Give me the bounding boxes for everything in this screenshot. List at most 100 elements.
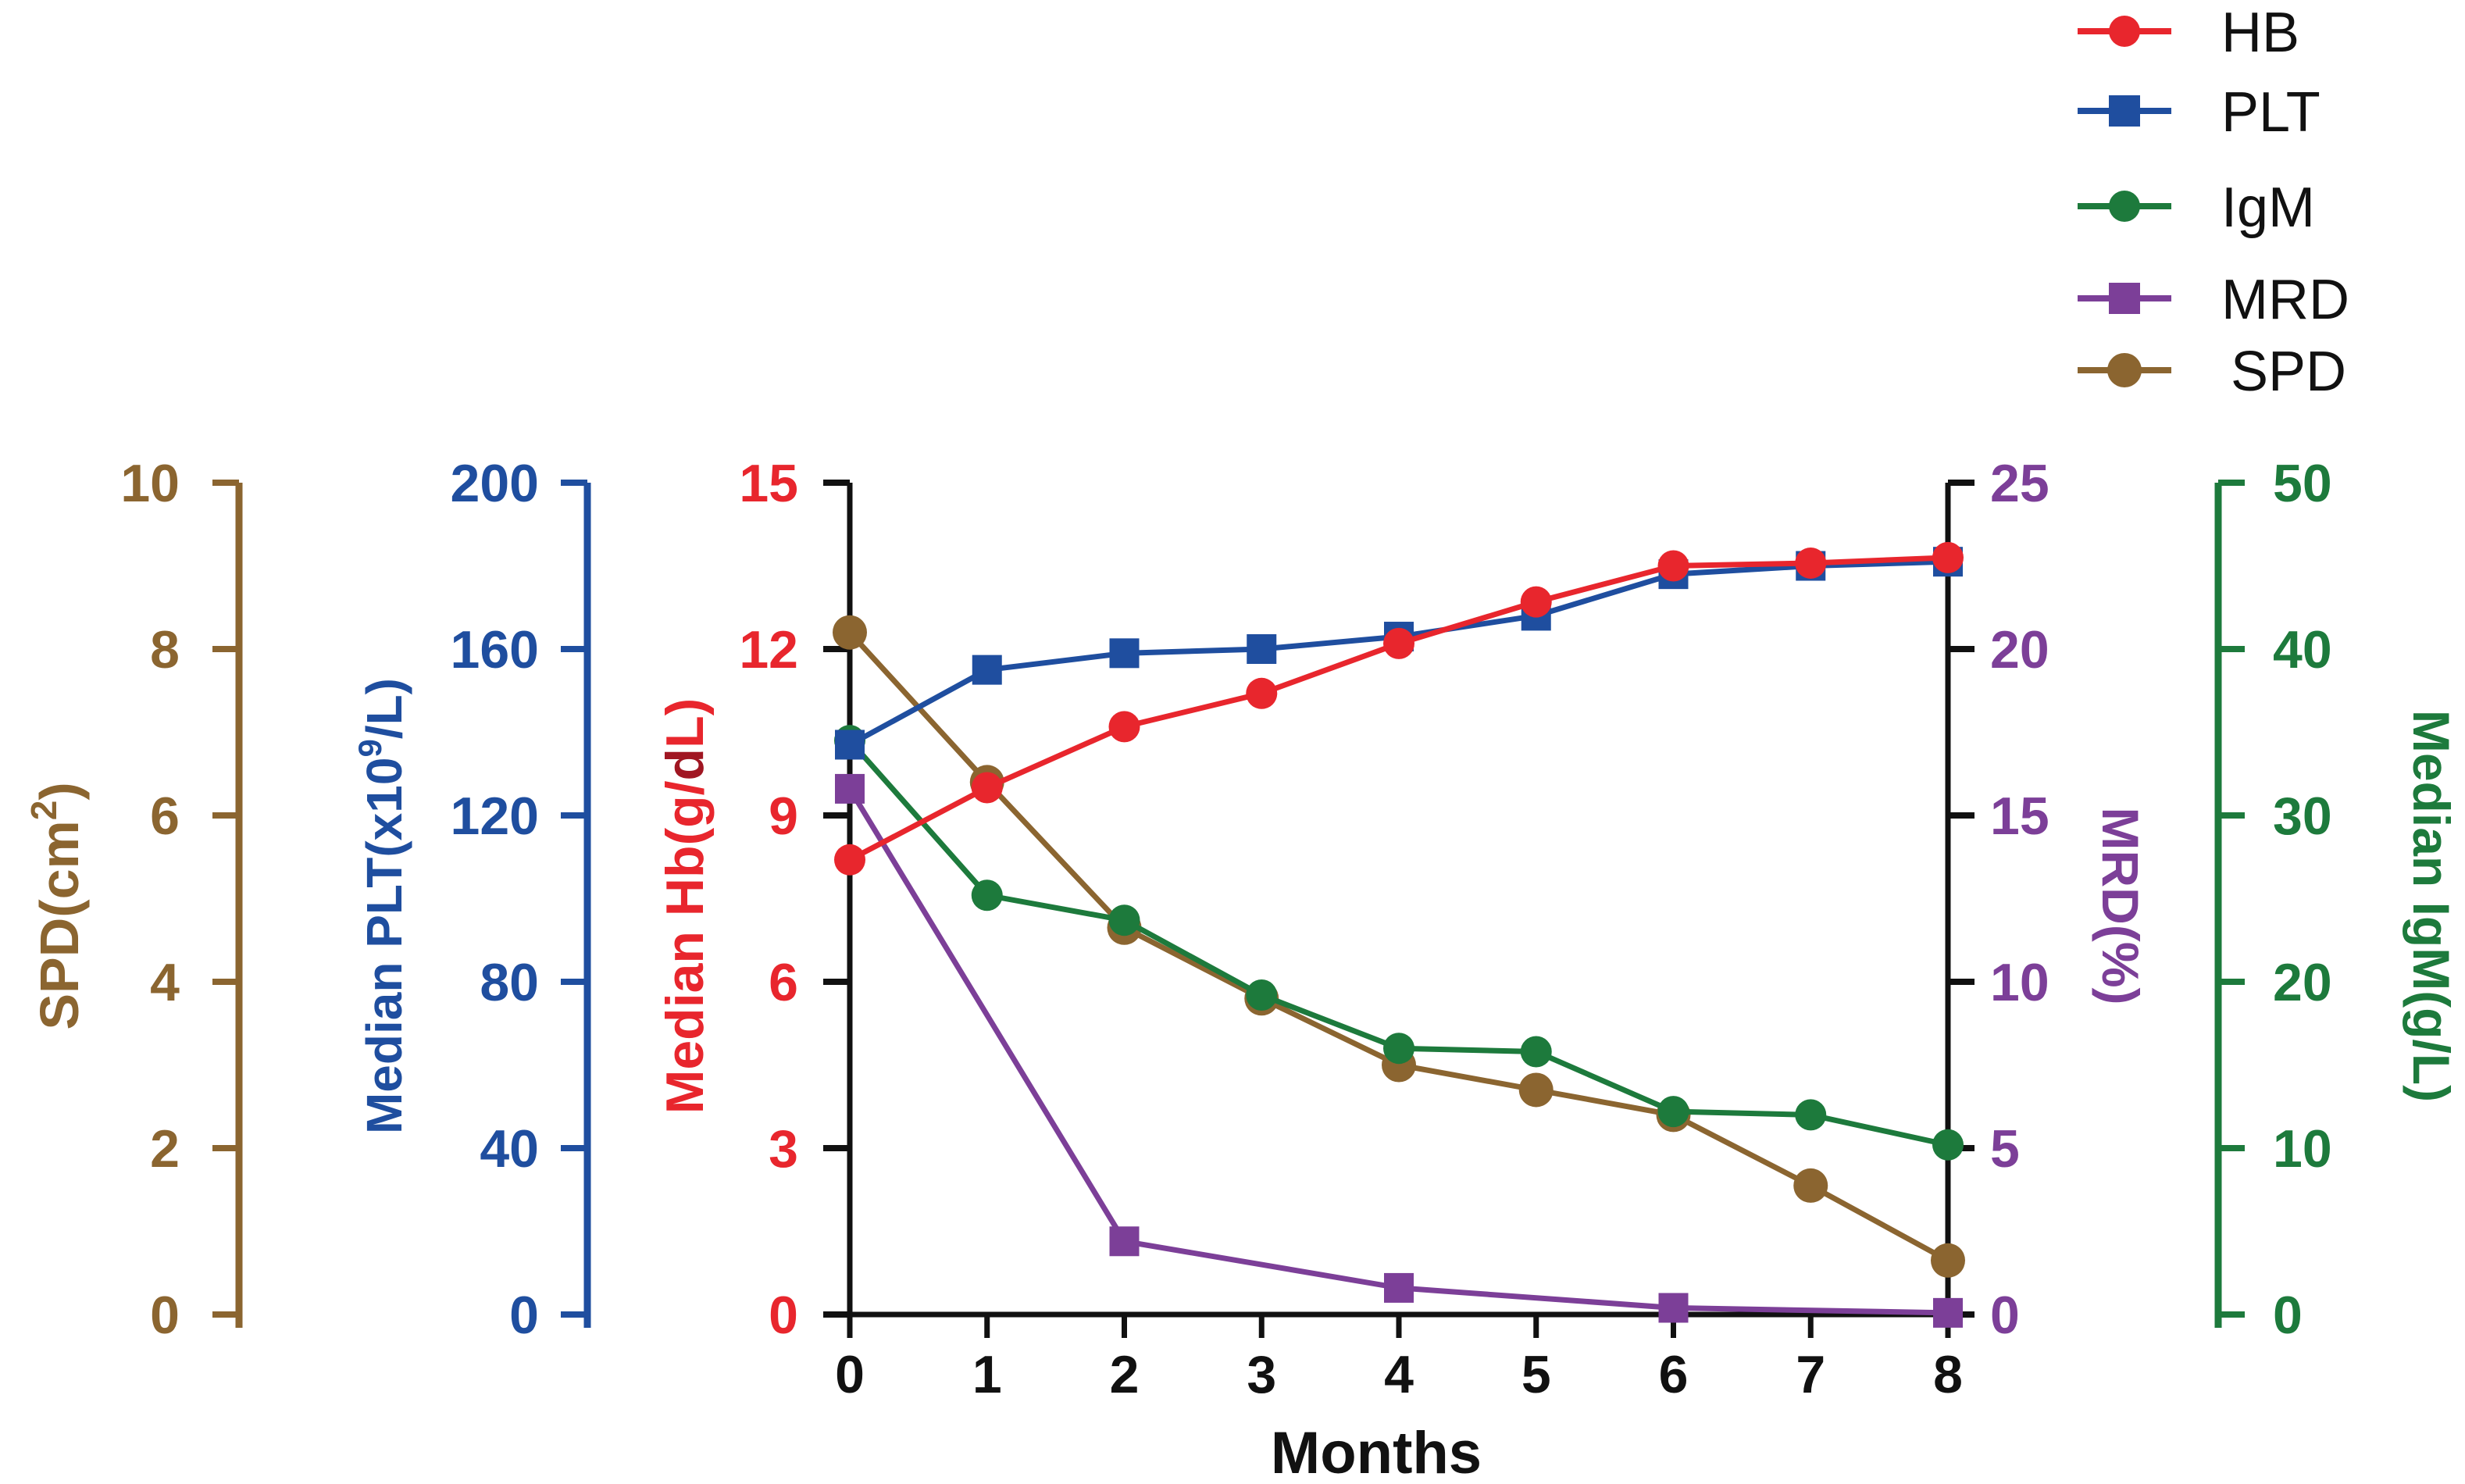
spd-axis-ticks: 0 2 4 6 8 10 bbox=[120, 454, 239, 1345]
spd-point bbox=[1793, 1168, 1828, 1203]
hb-point bbox=[1108, 711, 1140, 743]
igm-point bbox=[1520, 1036, 1552, 1068]
x-tick-label: 4 bbox=[1384, 1345, 1414, 1404]
hb-point bbox=[1932, 541, 1964, 573]
spd-tick-label: 4 bbox=[150, 953, 180, 1012]
mrd-axis: 0 5 10 15 20 25 MRD(%) bbox=[1945, 454, 2149, 1345]
igm-line bbox=[847, 738, 1949, 1148]
igm-tick-label: 40 bbox=[2273, 620, 2332, 680]
hb-point bbox=[1795, 547, 1827, 579]
plt-tick-label: 160 bbox=[451, 620, 539, 680]
x-tick-label: 8 bbox=[1933, 1345, 1963, 1404]
igm-point bbox=[971, 879, 1003, 911]
series-spd bbox=[833, 615, 1965, 1278]
legend-item-igm: IgM bbox=[2078, 177, 2315, 239]
legend-item-spd: SPD bbox=[2078, 341, 2346, 403]
spd-point bbox=[1931, 1243, 1965, 1278]
spd-tick-label: 6 bbox=[150, 787, 180, 846]
spd-axis: 0 2 4 6 8 10 SPD(cm2) bbox=[23, 454, 243, 1345]
x-tick-label: 1 bbox=[972, 1345, 1002, 1404]
igm-axis-ticks: 0 10 20 30 40 50 bbox=[2218, 454, 2332, 1345]
igm-point bbox=[1383, 1033, 1414, 1065]
hb-point bbox=[1657, 550, 1689, 582]
x-axis-label: Months bbox=[1271, 1420, 1482, 1484]
spd-line bbox=[847, 630, 1950, 1263]
legend-label: IgM bbox=[2221, 177, 2315, 239]
spd-axis-label: SPD(cm2) bbox=[23, 782, 90, 1029]
mrd-tick-label: 0 bbox=[1990, 1286, 2020, 1345]
mrd-axis-label: MRD(%) bbox=[2092, 808, 2149, 1005]
hb-point bbox=[1520, 586, 1552, 618]
hb-tick-label: 3 bbox=[769, 1119, 798, 1179]
spd-tick-label: 8 bbox=[150, 620, 180, 680]
igm-axis-label: Median IgM(g/L) bbox=[2403, 710, 2460, 1102]
legend-item-mrd: MRD bbox=[2078, 269, 2349, 331]
plt-point bbox=[972, 655, 1002, 685]
spd-tick-label: 0 bbox=[150, 1286, 180, 1345]
mrd-point bbox=[1933, 1297, 1963, 1328]
hb-tick-label: 12 bbox=[739, 620, 798, 680]
hb-tick-label: 9 bbox=[769, 787, 798, 846]
igm-point bbox=[1932, 1129, 1964, 1161]
hb-axis: 0 3 6 9 12 15 Median Hb(g/dL) bbox=[655, 454, 853, 1345]
hb-point bbox=[834, 844, 865, 876]
series-mrd bbox=[835, 773, 1963, 1328]
x-tick-label: 6 bbox=[1659, 1345, 1689, 1404]
hb-tick-label: 6 bbox=[769, 953, 798, 1012]
mrd-point bbox=[1109, 1226, 1140, 1257]
igm-tick-label: 0 bbox=[2273, 1286, 2303, 1345]
spd-tick-label: 10 bbox=[120, 454, 180, 513]
legend-swatch-marker bbox=[2107, 353, 2142, 387]
plt-point bbox=[1247, 634, 1277, 664]
mrd-point bbox=[1658, 1293, 1689, 1323]
spd-point bbox=[833, 615, 867, 650]
plt-tick-label: 120 bbox=[451, 787, 539, 846]
hb-point bbox=[1383, 627, 1414, 659]
mrd-tick-label: 10 bbox=[1990, 953, 2049, 1012]
igm-point bbox=[1795, 1099, 1827, 1131]
hb-tick-label: 15 bbox=[739, 454, 798, 513]
mrd-tick-label: 15 bbox=[1990, 787, 2049, 846]
spd-tick-label: 2 bbox=[150, 1119, 180, 1179]
series-hb bbox=[834, 541, 1964, 876]
x-tick-label: 2 bbox=[1110, 1345, 1140, 1404]
igm-tick-label: 20 bbox=[2273, 953, 2332, 1012]
igm-tick-label: 30 bbox=[2273, 787, 2332, 846]
mrd-tick-label: 20 bbox=[1990, 620, 2049, 680]
mrd-tick-label: 25 bbox=[1990, 454, 2049, 513]
x-axis-ticks: 0 1 2 3 4 5 6 7 8 bbox=[835, 1315, 1963, 1404]
series-layer bbox=[833, 541, 1965, 1328]
plt-tick-label: 0 bbox=[509, 1286, 539, 1345]
igm-point bbox=[1657, 1096, 1689, 1128]
hb-axis-label: Median Hb(g/dL) bbox=[655, 698, 715, 1115]
x-tick-label: 0 bbox=[835, 1345, 865, 1404]
legend-item-plt: PLT bbox=[2078, 81, 2321, 144]
plt-tick-label: 80 bbox=[480, 953, 539, 1012]
mrd-tick-label: 5 bbox=[1990, 1119, 2020, 1179]
mrd-point bbox=[1384, 1272, 1414, 1303]
legend-swatch-marker bbox=[2109, 191, 2140, 222]
legend-label: PLT bbox=[2221, 81, 2321, 144]
igm-axis: 0 10 20 30 40 50 Median IgM(g/L) bbox=[2214, 454, 2460, 1345]
mrd-point bbox=[835, 773, 865, 804]
hb-tick-label: 0 bbox=[769, 1286, 798, 1345]
legend-label: SPD bbox=[2231, 341, 2346, 403]
x-tick-label: 3 bbox=[1247, 1345, 1276, 1404]
plt-tick-label: 200 bbox=[451, 454, 539, 513]
plt-axis-ticks: 0 40 80 120 160 200 bbox=[451, 454, 587, 1345]
series-igm bbox=[834, 725, 1964, 1161]
legend: HB PLT IgM MRD SPD bbox=[2078, 2, 2349, 403]
igm-point bbox=[1246, 979, 1278, 1011]
legend-label: HB bbox=[2221, 2, 2299, 64]
x-tick-label: 5 bbox=[1521, 1345, 1551, 1404]
plt-tick-label: 40 bbox=[480, 1119, 539, 1179]
plt-point bbox=[835, 730, 865, 760]
plt-axis: 0 40 80 120 160 200 Median PLT(x109/L) bbox=[351, 454, 591, 1345]
legend-swatch-marker bbox=[2109, 95, 2140, 127]
legend-label: MRD bbox=[2221, 269, 2349, 331]
x-axis: 0 1 2 3 4 5 6 7 8 Months bbox=[835, 1311, 1963, 1484]
igm-tick-label: 50 bbox=[2273, 454, 2332, 513]
hb-point bbox=[971, 772, 1003, 804]
legend-item-hb: HB bbox=[2078, 2, 2299, 64]
